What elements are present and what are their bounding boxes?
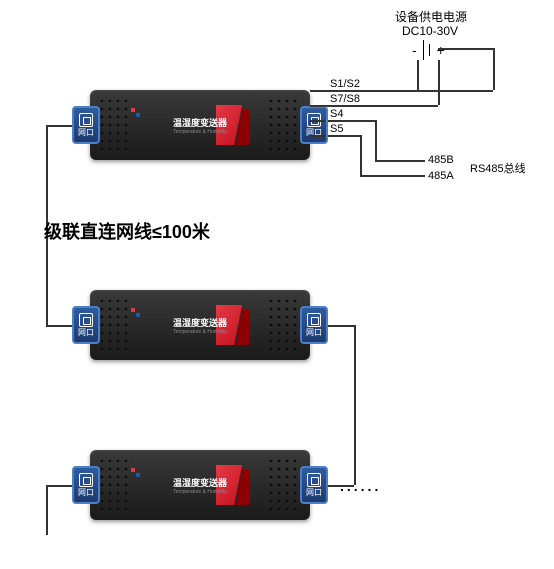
- wire-power-bottom-right: [417, 90, 493, 92]
- device-3-sublabel: Temperature & Humidity: [173, 489, 227, 495]
- device-1-logo-icon: [130, 108, 142, 120]
- wire-s4-h2: [375, 160, 425, 162]
- wire-power-right-h: [325, 105, 438, 107]
- rs485-a: 485A: [428, 170, 454, 182]
- power-voltage: DC10-30V: [402, 24, 458, 38]
- device-3-port-right: 网口: [300, 466, 328, 504]
- cascade-wire-2-v: [354, 325, 356, 485]
- continuation-dots: ......: [340, 478, 381, 494]
- wire-power-top-right: [438, 48, 493, 50]
- device-2-logo-icon: [130, 308, 142, 320]
- power-pos: +: [437, 42, 445, 58]
- ethernet-port-icon: [79, 473, 93, 487]
- port-label-3l: 网口: [78, 489, 94, 497]
- ethernet-port-icon: [79, 113, 93, 127]
- wire-s5-h1: [325, 135, 360, 137]
- device-2-label: 温湿度变送器: [173, 316, 227, 329]
- device-1-sublabel: Temperature & Humidity: [173, 129, 227, 135]
- rs485-b: 485B: [428, 154, 454, 166]
- wire-s5-h2: [360, 175, 425, 177]
- wire-power-right-down: [438, 60, 440, 105]
- ethernet-port-icon: [79, 313, 93, 327]
- device-2-center: 温湿度变送器 Temperature & Humidity: [150, 300, 250, 350]
- cascade-wire-2-top: [328, 325, 354, 327]
- device-1-center: 温湿度变送器 Temperature & Humidity: [150, 100, 250, 150]
- device-2-port-right: 网口: [300, 306, 328, 344]
- device-3-center: 温湿度变送器 Temperature & Humidity: [150, 460, 250, 510]
- device-3-label: 温湿度变送器: [173, 476, 227, 489]
- wire-s4-h1: [325, 120, 375, 122]
- terminal-s5: S5: [330, 123, 343, 135]
- device-3-logo-icon: [130, 468, 142, 480]
- device-2: 温湿度变送器 Temperature & Humidity: [90, 290, 310, 360]
- power-polarity: - +: [412, 40, 445, 60]
- cascade-wire-3-left: [46, 485, 72, 487]
- wire-power-left-down: [417, 60, 419, 90]
- terminal-s4: S4: [330, 108, 343, 120]
- wire-term-3: [310, 120, 325, 122]
- device-1-port-right: 网口: [300, 106, 328, 144]
- ethernet-port-icon: [307, 473, 321, 487]
- cascade-wire-1-top: [46, 125, 72, 127]
- wire-term-1: [310, 90, 325, 92]
- wire-s5-v: [360, 135, 362, 175]
- port-label-2r: 网口: [306, 329, 322, 337]
- wire-s4-v: [375, 120, 377, 160]
- cascade-label: 级联直连网线≤100米: [44, 218, 210, 244]
- device-2-port-left: 网口: [72, 306, 100, 344]
- cascade-wire-3-v: [46, 485, 48, 535]
- wire-power-left-h: [325, 90, 417, 92]
- device-2-sublabel: Temperature & Humidity: [173, 329, 227, 335]
- terminal-s1s2: S1/S2: [330, 78, 360, 90]
- rs485-bus: RS485总线: [470, 160, 526, 176]
- port-label-3r: 网口: [306, 489, 322, 497]
- port-label-2l: 网口: [78, 329, 94, 337]
- wire-term-4: [310, 135, 325, 137]
- power-neg: -: [412, 42, 417, 58]
- wire-term-2: [310, 105, 325, 107]
- power-title: 设备供电电源: [395, 8, 467, 25]
- battery-symbol-icon: [419, 40, 435, 60]
- device-1: 温湿度变送器 Temperature & Humidity: [90, 90, 310, 160]
- device-1-label: 温湿度变送器: [173, 116, 227, 129]
- wire-power-far-right: [493, 48, 495, 90]
- device-3: 温湿度变送器 Temperature & Humidity: [90, 450, 310, 520]
- terminal-s7s8: S7/S8: [330, 93, 360, 105]
- cascade-wire-1-bot: [46, 325, 72, 327]
- device-3-port-left: 网口: [72, 466, 100, 504]
- device-1-port-left: 网口: [72, 106, 100, 144]
- ethernet-port-icon: [307, 313, 321, 327]
- port-label-1l: 网口: [78, 129, 94, 137]
